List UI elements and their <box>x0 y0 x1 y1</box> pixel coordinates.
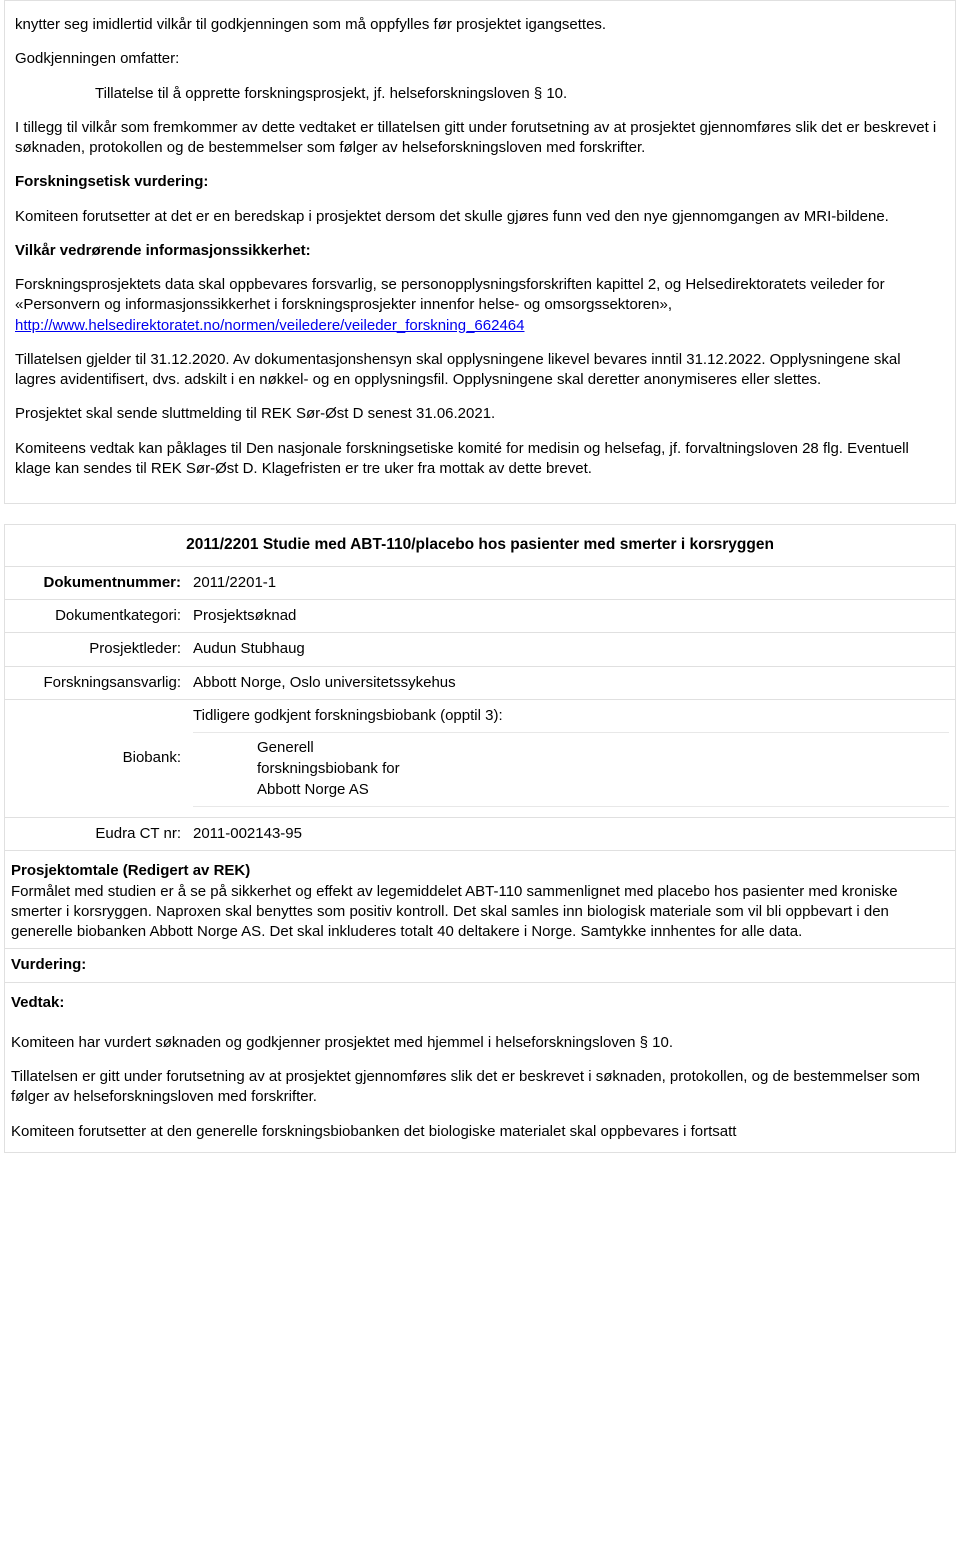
infosec-text: Forskningsprosjektets data skal oppbevar… <box>15 276 885 313</box>
study-title: 2011/2201 Studie med ABT-110/placebo hos… <box>5 525 955 567</box>
biobank-divider <box>193 732 949 733</box>
para-infosec-body: Forskningsprosjektets data skal oppbevar… <box>15 275 945 336</box>
heading-infosec: Vilkår vedrørende informasjonssikkerhet: <box>15 241 945 261</box>
label-project-leader: Prosjektleder: <box>5 633 187 666</box>
para-scope-label: Godkjenningen omfatter: <box>15 49 945 69</box>
project-description-body: Formålet med studien er å se på sikkerhe… <box>5 882 955 943</box>
label-research-responsible: Forskningsansvarlig: <box>5 666 187 699</box>
para-intro: knytter seg imidlertid vilkår til godkje… <box>15 15 945 35</box>
biobank-header: Tidligere godkjent forskningsbiobank (op… <box>193 706 949 726</box>
section-study-2011-2201: 2011/2201 Studie med ABT-110/placebo hos… <box>4 524 956 1153</box>
para-permission-item: Tillatelse til å opprette forskningspros… <box>95 84 945 104</box>
section-approval-conditions: knytter seg imidlertid vilkår til godkje… <box>4 0 956 504</box>
value-research-responsible: Abbott Norge, Oslo universitetssykehus <box>187 666 955 699</box>
heading-project-description: Prosjektomtale (Redigert av REK) <box>5 855 955 881</box>
decision-para: Tillatelsen er gitt under forutsetning a… <box>11 1067 949 1108</box>
metadata-table: Dokumentnummer: 2011/2201-1 Dokumentkate… <box>5 567 955 852</box>
para-ethics-body: Komiteen forutsetter at det er en bereds… <box>15 207 945 227</box>
biobank-line: forskningsbiobank for <box>257 760 400 777</box>
row-document-number: Dokumentnummer: 2011/2201-1 <box>5 567 955 600</box>
value-document-number: 2011/2201-1 <box>187 567 955 600</box>
para-validity: Tillatelsen gjelder til 31.12.2020. Av d… <box>15 350 945 391</box>
value-project-leader: Audun Stubhaug <box>187 633 955 666</box>
label-document-number: Dokumentnummer: <box>5 567 187 600</box>
row-eudra-ct: Eudra CT nr: 2011-002143-95 <box>5 818 955 851</box>
link-helsedirektoratet[interactable]: http://www.helsedirektoratet.no/normen/v… <box>15 317 524 334</box>
biobank-line: Generell <box>257 739 314 756</box>
biobank-divider <box>193 806 949 807</box>
row-biobank: Biobank: Tidligere godkjent forskningsbi… <box>5 699 955 817</box>
decision-para: Komiteen har vurdert søknaden og godkjen… <box>11 1033 949 1053</box>
label-eudra-ct: Eudra CT nr: <box>5 818 187 851</box>
row-research-responsible: Forskningsansvarlig: Abbott Norge, Oslo … <box>5 666 955 699</box>
para-appeal: Komiteens vedtak kan påklages til Den na… <box>15 439 945 480</box>
row-project-leader: Prosjektleder: Audun Stubhaug <box>5 633 955 666</box>
heading-decision: Vedtak: <box>5 987 955 1019</box>
decision-body: Komiteen har vurdert søknaden og godkjen… <box>5 1033 955 1142</box>
para-terms: I tillegg til vilkår som fremkommer av d… <box>15 118 945 159</box>
value-eudra-ct: 2011-002143-95 <box>187 818 955 851</box>
heading-assessment: Vurdering: <box>5 948 955 982</box>
heading-ethics-review: Forskningsetisk vurdering: <box>15 172 945 192</box>
row-document-category: Dokumentkategori: Prosjektsøknad <box>5 600 955 633</box>
value-biobank: Tidligere godkjent forskningsbiobank (op… <box>187 699 955 817</box>
label-biobank: Biobank: <box>5 699 187 817</box>
para-final-report: Prosjektet skal sende sluttmelding til R… <box>15 404 945 424</box>
biobank-entry: Generell forskningsbiobank for Abbott No… <box>193 737 473 800</box>
biobank-line: Abbott Norge AS <box>257 781 369 798</box>
decision-para: Komiteen forutsetter at den generelle fo… <box>11 1122 949 1142</box>
label-document-category: Dokumentkategori: <box>5 600 187 633</box>
value-document-category: Prosjektsøknad <box>187 600 955 633</box>
